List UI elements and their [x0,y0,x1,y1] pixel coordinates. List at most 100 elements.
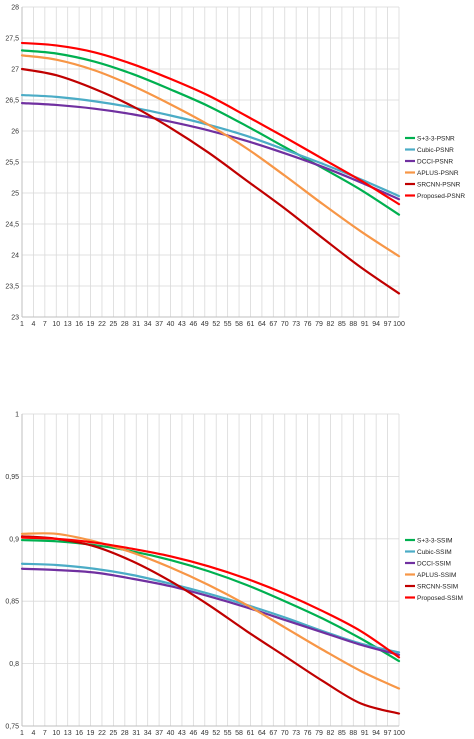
psnr-x-tick-label: 16 [75,321,83,328]
psnr-x-tick-label: 34 [144,321,152,328]
ssim-x-tick-label: 85 [338,730,346,737]
psnr-series-line-5 [20,41,401,206]
ssim-x-tick-label: 4 [31,730,35,737]
psnr-y-tick-label: 25 [11,191,19,198]
psnr-x-tick-label: 67 [269,321,277,328]
ssim-x-tick-label: 55 [224,730,232,737]
ssim-x-tick-label: 13 [64,730,72,737]
psnr-x-tick-label: 25 [109,321,117,328]
psnr-x-tick-label: 88 [349,321,357,328]
ssim-x-tick-label: 37 [155,730,163,737]
ssim-x-tick-label: 25 [109,730,117,737]
psnr-x-tick-label: 19 [87,321,95,328]
psnr-series-line-1 [20,93,401,198]
psnr-x-tick-label: 22 [98,321,106,328]
ssim-x-tick-label: 52 [212,730,220,737]
psnr-x-tick-label: 64 [258,321,266,328]
psnr-x-tick-label: 76 [304,321,312,328]
psnr-x-tick-label: 91 [361,321,369,328]
ssim-x-tick-label: 61 [247,730,255,737]
ssim-x-tick-label: 88 [349,730,357,737]
ssim-y-tick-label: 0,95 [5,474,19,481]
psnr-series-line-2 [20,102,401,201]
ssim-x-tick-label: 1 [20,730,24,737]
ssim-x-tick-label: 73 [292,730,300,737]
psnr-series-line-0 [20,49,401,216]
ssim-x-tick-label: 10 [52,730,60,737]
ssim-x-tick-label: 67 [269,730,277,737]
psnr-legend-label-4: SRCNN-PSNR [417,181,461,188]
ssim-legend-label-2: DCCI-SSIM [417,560,451,567]
psnr-y-tick-label: 28 [11,5,19,12]
psnr-y-tick-label: 26 [11,129,19,136]
psnr-y-tick-label: 24,5 [5,222,19,229]
ssim-y-tick-label: 1 [15,412,19,419]
ssim-series-line-3 [20,532,401,690]
psnr-x-tick-label: 55 [224,321,232,328]
psnr-x-tick-label: 52 [212,321,220,328]
psnr-legend-label-1: Cubic-PSNR [417,147,454,154]
ssim-legend-label-4: SRCNN-SSIM [417,583,458,590]
ssim-x-tick-label: 79 [315,730,323,737]
psnr-chart: 23 23,5 24 24,5 25 25,5 26 26,5 27 27,5 28 1 4 7 10 13 1… [0,0,474,348]
psnr-legend-label-0: S+3-3-PSNR [417,135,455,142]
ssim-x-tick-label: 76 [304,730,312,737]
psnr-x-tick-label: 49 [201,321,209,328]
ssim-x-tick-label: 34 [144,730,152,737]
psnr-x-tick-label: 79 [315,321,323,328]
psnr-x-tick-label: 28 [121,321,129,328]
psnr-x-tick-label: 100 [393,321,405,328]
psnr-x-tick-label: 43 [178,321,186,328]
ssim-x-tick-label: 91 [361,730,369,737]
psnr-x-tick-label: 13 [64,321,72,328]
psnr-series-line-3 [20,54,401,258]
psnr-series-line-4 [20,67,401,295]
ssim-x-tick-label: 97 [384,730,392,737]
psnr-legend-label-2: DCCI-PSNR [417,158,453,165]
psnr-x-tick-label: 10 [52,321,60,328]
psnr-y-tick-label: 26,5 [5,98,19,105]
psnr-x-tick-label: 82 [327,321,335,328]
ssim-x-tick-label: 43 [178,730,186,737]
ssim-x-tick-label: 46 [189,730,197,737]
psnr-x-tick-label: 58 [235,321,243,328]
ssim-legend-label-5: Proposed-SSIM [417,595,463,602]
ssim-x-tick-label: 82 [327,730,335,737]
psnr-legend-label-5: Proposed-PSNR [417,193,465,200]
ssim-x-tick-label: 40 [167,730,175,737]
psnr-y-tick-label: 27 [11,67,19,74]
ssim-series-line-5 [20,536,401,659]
psnr-x-tick-label: 73 [292,321,300,328]
psnr-x-tick-label: 61 [247,321,255,328]
ssim-x-tick-label: 31 [132,730,140,737]
psnr-x-tick-label: 4 [31,321,35,328]
ssim-y-tick-label: 0,9 [9,536,19,543]
psnr-y-tick-label: 27,5 [5,36,19,43]
psnr-y-tick-label: 25,5 [5,160,19,167]
psnr-y-tick-label: 23 [11,315,19,322]
ssim-chart: 0,75 0,8 0,85 0,9 0,95 1 1 4 7 10 13 16 19 22 25 28 31 34… [0,396,474,739]
psnr-legend-label-3: APLUS-PSNR [417,170,459,177]
psnr-x-tick-label: 40 [167,321,175,328]
ssim-x-tick-label: 94 [372,730,380,737]
psnr-x-tick-label: 1 [20,321,24,328]
ssim-x-tick-label: 49 [201,730,209,737]
ssim-x-tick-label: 70 [281,730,289,737]
psnr-y-tick-label: 24 [11,253,19,260]
ssim-x-tick-label: 64 [258,730,266,737]
ssim-x-tick-label: 22 [98,730,106,737]
ssim-series-line-0 [20,538,401,663]
ssim-series-line-4 [20,535,401,715]
psnr-x-tick-label: 46 [189,321,197,328]
psnr-x-tick-label: 70 [281,321,289,328]
psnr-x-tick-label: 97 [384,321,392,328]
psnr-x-tick-label: 37 [155,321,163,328]
psnr-x-tick-label: 31 [132,321,140,328]
psnr-x-tick-label: 7 [43,321,47,328]
ssim-series-line-2 [20,567,401,656]
ssim-x-tick-label: 16 [75,730,83,737]
ssim-legend-label-3: APLUS-SSIM [417,572,456,579]
ssim-x-tick-label: 7 [43,730,47,737]
